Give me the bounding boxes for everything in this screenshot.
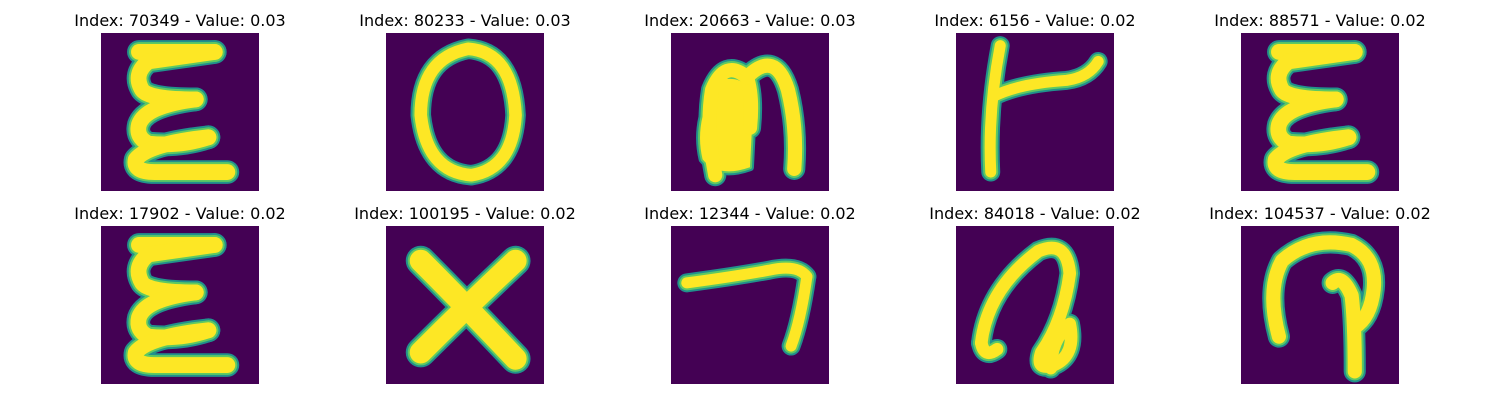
panel-title: Index: 17902 - Value: 0.02 bbox=[74, 204, 286, 223]
panel-title: Index: 80233 - Value: 0.03 bbox=[359, 11, 571, 30]
glyph-image bbox=[956, 33, 1114, 191]
panel-4: Index: 6156 - Value: 0.02 bbox=[893, 11, 1177, 201]
glyph-stroke bbox=[974, 336, 1004, 360]
glyph-stroke bbox=[974, 241, 1078, 375]
glyph-image bbox=[956, 226, 1114, 384]
glyph-stroke bbox=[988, 55, 1104, 102]
glyph-image bbox=[671, 33, 829, 191]
glyph-stroke bbox=[984, 40, 1006, 178]
panel-6: Index: 17902 - Value: 0.02 bbox=[38, 204, 322, 394]
panel-title: Index: 6156 - Value: 0.02 bbox=[934, 11, 1136, 30]
panel-9: Index: 84018 - Value: 0.02 bbox=[893, 204, 1177, 394]
glyph-stroke bbox=[1266, 235, 1382, 344]
glyph-image bbox=[1241, 226, 1399, 384]
panel-title: Index: 12344 - Value: 0.02 bbox=[644, 204, 856, 223]
panel-title: Index: 20663 - Value: 0.03 bbox=[644, 11, 856, 30]
panel-3: Index: 20663 - Value: 0.03 bbox=[608, 11, 892, 201]
panel-8: Index: 12344 - Value: 0.02 bbox=[608, 204, 892, 394]
glyph-stroke bbox=[1267, 129, 1376, 180]
glyph-stroke bbox=[702, 63, 759, 183]
glyph-image bbox=[386, 226, 544, 384]
glyph-stroke bbox=[127, 129, 236, 180]
glyph-image bbox=[101, 33, 259, 191]
panel-title: Index: 70349 - Value: 0.03 bbox=[74, 11, 286, 30]
glyph-image bbox=[386, 33, 544, 191]
glyph-image bbox=[101, 226, 259, 384]
panel-1: Index: 70349 - Value: 0.03 bbox=[38, 11, 322, 201]
glyph-stroke bbox=[409, 249, 527, 364]
glyph-stroke bbox=[785, 271, 813, 352]
glyph-stroke bbox=[127, 322, 236, 373]
glyph-stroke bbox=[681, 262, 813, 289]
panel-7: Index: 100195 - Value: 0.02 bbox=[323, 204, 607, 394]
panel-title: Index: 84018 - Value: 0.02 bbox=[929, 204, 1141, 223]
glyph-stroke bbox=[414, 42, 522, 182]
panel-5: Index: 88571 - Value: 0.02 bbox=[1178, 11, 1462, 201]
glyph-stroke bbox=[1325, 273, 1362, 379]
panel-10: Index: 104537 - Value: 0.02 bbox=[1178, 204, 1462, 394]
panel-title: Index: 104537 - Value: 0.02 bbox=[1209, 204, 1431, 223]
glyph-image bbox=[671, 226, 829, 384]
glyph-image bbox=[1241, 33, 1399, 191]
panel-title: Index: 88571 - Value: 0.02 bbox=[1214, 11, 1426, 30]
panel-2: Index: 80233 - Value: 0.03 bbox=[323, 11, 607, 201]
panel-title: Index: 100195 - Value: 0.02 bbox=[354, 204, 576, 223]
glyph-stroke bbox=[739, 58, 803, 176]
